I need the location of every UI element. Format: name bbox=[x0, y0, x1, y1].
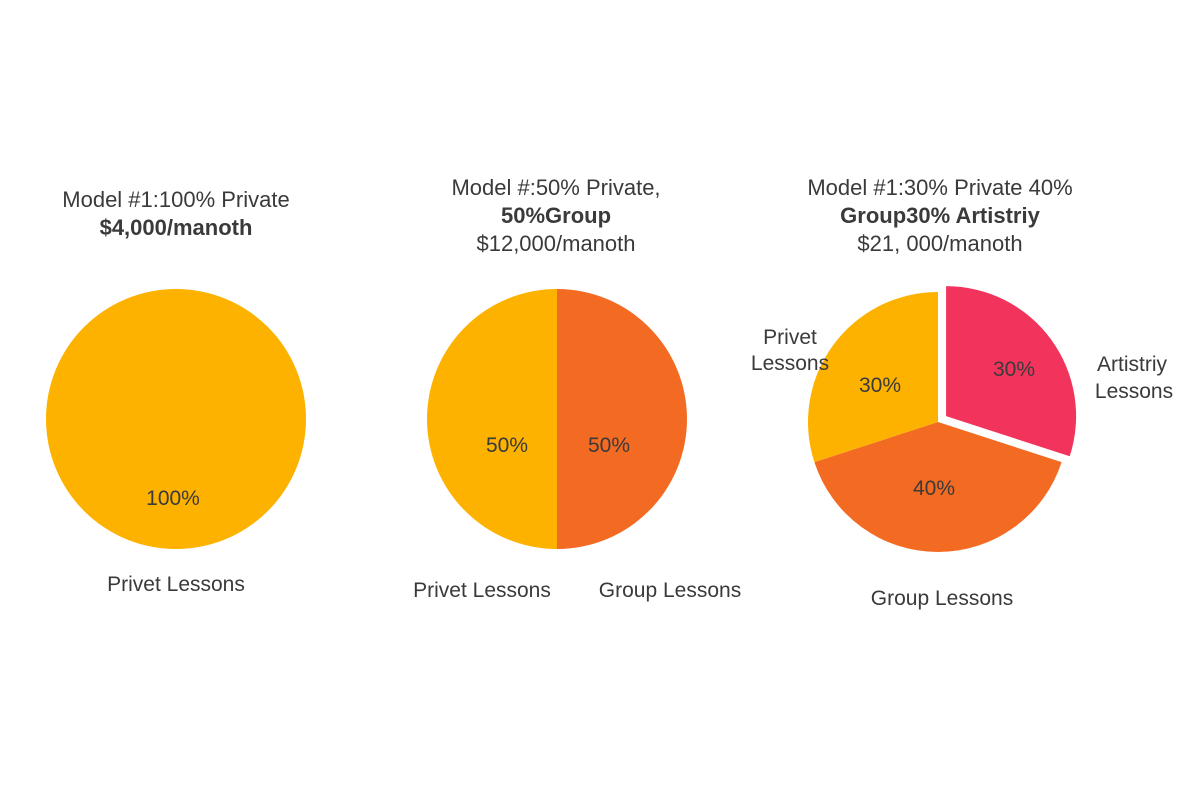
pie-3-slice-1-value-label: 30% bbox=[859, 374, 901, 397]
chart-3-label-artistry-line-1: Artistriy bbox=[1097, 353, 1167, 376]
chart-1-label-private: Privet Lessons bbox=[107, 573, 245, 596]
chart-3-title-line-1: Model #1:30% Private 40% bbox=[807, 175, 1073, 200]
chart-3-title-line-3: $21, 000/manoth bbox=[857, 231, 1023, 256]
pie-3-slice-2-value-label: 30% bbox=[993, 358, 1035, 381]
pie-3-slice-3-value-label: 40% bbox=[913, 477, 955, 500]
pie-1-slice-1-value-label: 100% bbox=[146, 487, 200, 510]
pie-2-slice-1-value-label: 50% bbox=[486, 434, 528, 457]
pie-2-slice-1 bbox=[427, 289, 557, 549]
pie-2-slice-2 bbox=[557, 289, 687, 549]
chart-2-label-private: Privet Lessons bbox=[413, 579, 551, 602]
chart-1-title-line-2: $4,000/manoth bbox=[99, 215, 253, 240]
chart-2-title: Model #:50% Private, 50%Group $12,000/ma… bbox=[406, 174, 706, 258]
pie-chart-1: 100% bbox=[45, 288, 307, 550]
chart-3-label-group: Group Lessons bbox=[870, 587, 1014, 610]
pie-3-slice-2 bbox=[946, 286, 1077, 457]
pie-1-slice-1 bbox=[45, 288, 307, 550]
chart-1-title-line-1: Model #1:100% Private bbox=[62, 187, 290, 212]
chart-3-label-private-line-1: Privet bbox=[763, 326, 817, 349]
chart-3-title: Model #1:30% Private 40% Group30% Artist… bbox=[770, 174, 1110, 258]
pie-chart-3: 30% 30% 40% bbox=[808, 286, 1077, 552]
chart-3-title-line-2: Group30% Artistriy bbox=[840, 203, 1040, 228]
chart-2-title-line-3: $12,000/manoth bbox=[476, 231, 636, 256]
chart-2-title-line-1: Model #:50% Private, bbox=[451, 175, 661, 200]
chart-2-label-group: Group Lessons bbox=[598, 579, 742, 602]
chart-2-title-line-2: 50%Group bbox=[500, 203, 612, 228]
chart-3-label-artistry-line-2: Lessons bbox=[1094, 380, 1174, 403]
chart-3-label-private-line-2: Lessons bbox=[750, 352, 830, 375]
pie-3-slice-3 bbox=[814, 422, 1062, 552]
pie-3-slice-1 bbox=[808, 292, 938, 463]
pie-chart-2: 50% 50% bbox=[427, 289, 687, 549]
pie-2-slice-2-value-label: 50% bbox=[588, 434, 630, 457]
chart-1-title: Model #1:100% Private $4,000/manoth bbox=[36, 186, 316, 242]
